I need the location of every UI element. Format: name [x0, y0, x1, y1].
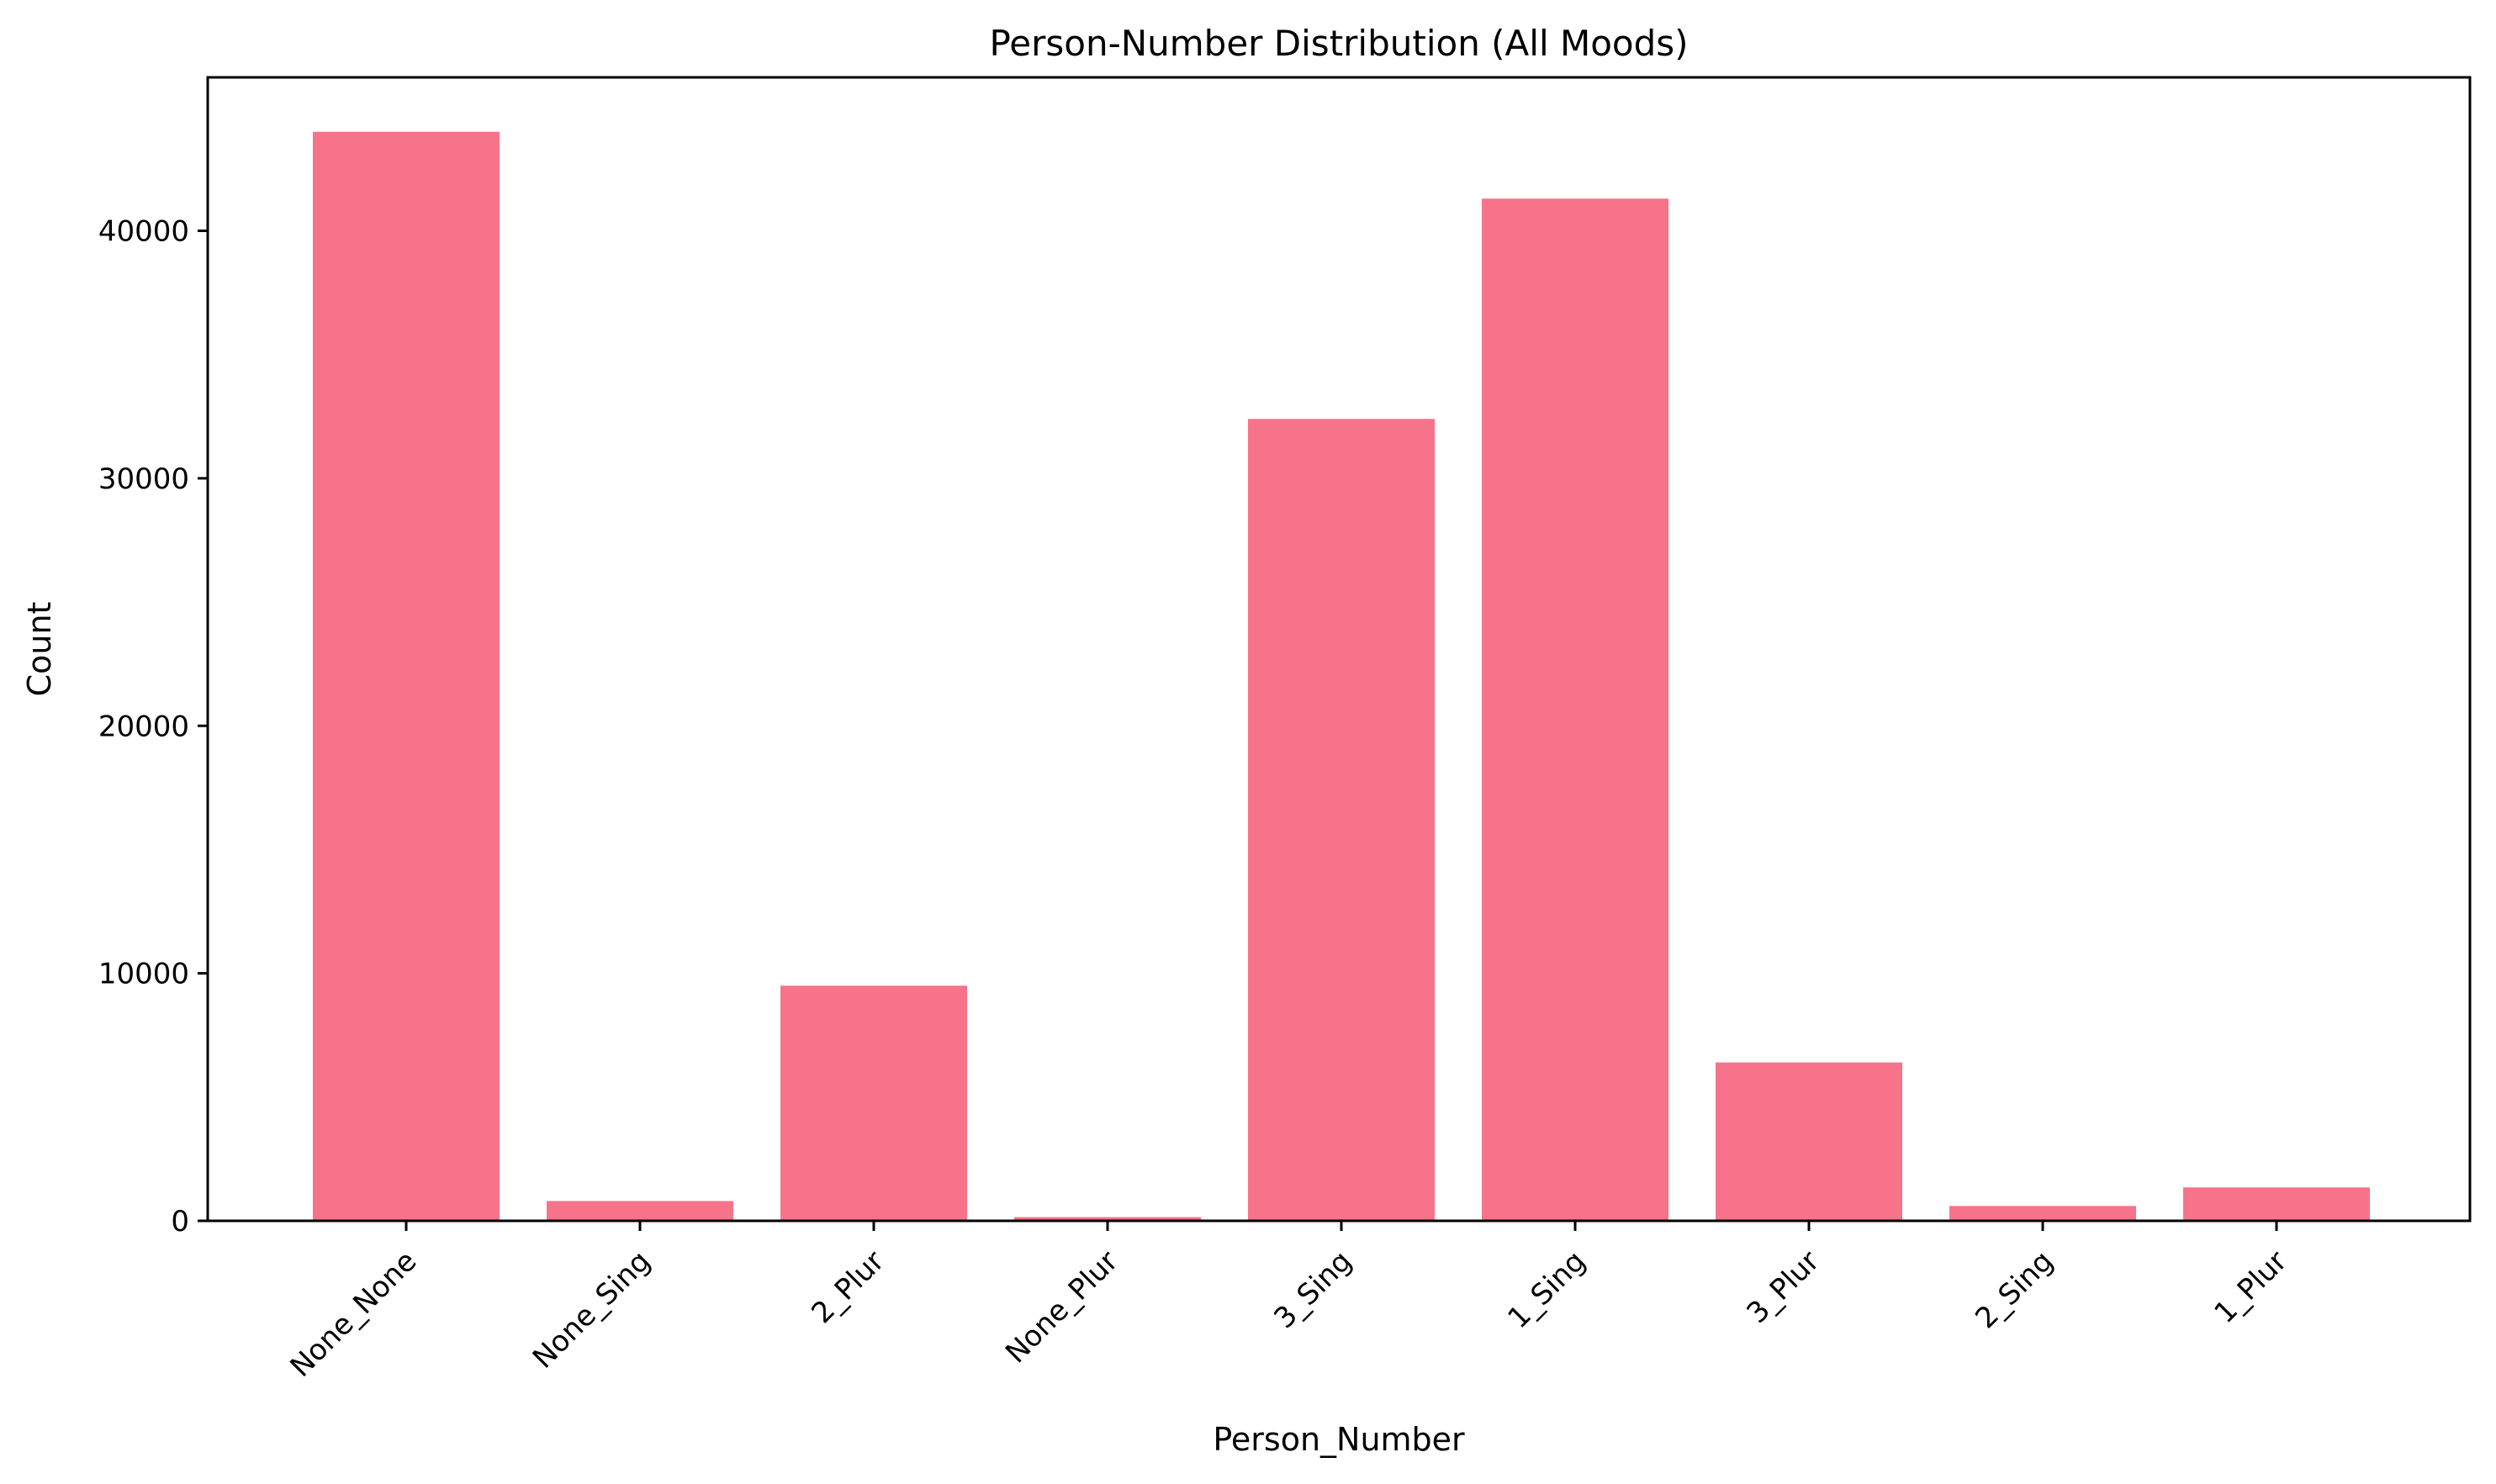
x-tick-label: 3_Plur: [1740, 1244, 1826, 1330]
plot-frame: [206, 76, 2472, 1223]
bar-1_Sing: [1482, 198, 1668, 1221]
y-axis-label: Count: [21, 602, 58, 697]
x-tick-label: None_Plur: [999, 1244, 1124, 1370]
bar-2_Plur: [780, 985, 967, 1221]
bar-3_Plur: [1716, 1062, 1902, 1221]
bar-2_Sing: [1949, 1206, 2136, 1221]
y-axis: 0 10000 20000 30000 40000: [98, 215, 208, 1238]
y-tick-label: 0: [171, 1205, 189, 1238]
y-tick-label: 20000: [98, 710, 189, 743]
x-axis-label: Person_Number: [1213, 1421, 1465, 1458]
chart-title: Person-Number Distribution (All Moods): [989, 23, 1688, 64]
y-tick-label: 30000: [98, 462, 189, 496]
x-tick-label: 1_Plur: [2208, 1244, 2293, 1330]
bar-1_Plur: [2183, 1187, 2370, 1221]
x-tick-label: None_None: [284, 1244, 424, 1384]
x-tick-label: 2_Sing: [1969, 1244, 2060, 1335]
bar-None_Sing: [547, 1201, 733, 1221]
y-tick-label: 40000: [98, 215, 189, 249]
x-tick-label: 2_Plur: [805, 1244, 891, 1330]
bars-group: [313, 131, 2370, 1221]
x-tick-label: 1_Sing: [1501, 1244, 1592, 1335]
bar-None_Plur: [1014, 1217, 1201, 1221]
x-tick-label: 3_Sing: [1267, 1244, 1358, 1335]
x-tick-label: None_Sing: [526, 1244, 657, 1375]
x-axis: None_None None_Sing 2_Plur None_Plur 3_Sing 1…: [284, 1221, 2293, 1384]
y-tick-label: 10000: [98, 958, 189, 991]
bar-None_None: [313, 131, 500, 1221]
bar-3_Sing: [1248, 419, 1435, 1221]
